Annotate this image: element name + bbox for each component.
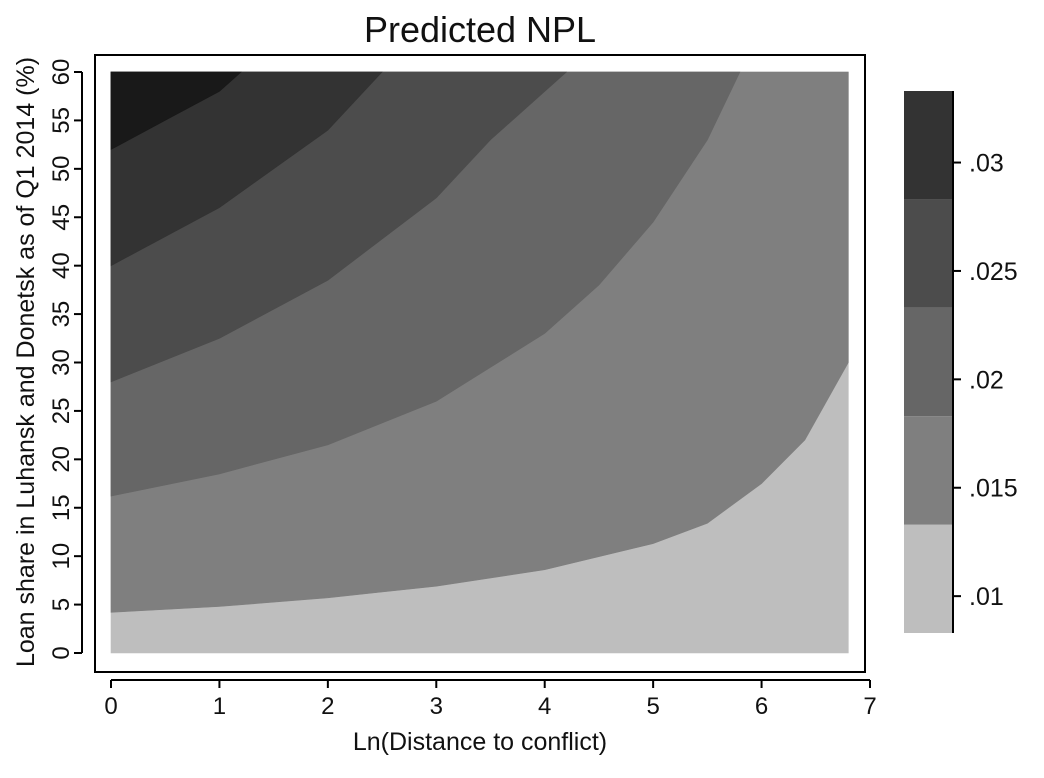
y-tick-label: 25 — [48, 398, 75, 425]
legend-tick-label: .015 — [969, 475, 1018, 503]
y-tick-label: 55 — [48, 107, 75, 134]
x-tick-label: 6 — [755, 693, 768, 720]
y-tick-label: 20 — [48, 446, 75, 473]
legend: .01 .015 .02 .025 .03 — [904, 91, 1018, 633]
y-tick-label: 40 — [48, 252, 75, 279]
x-tick-label: 7 — [863, 693, 876, 720]
y-tick-label: 50 — [48, 155, 75, 182]
y-axis-label: Loan share in Luhansk and Donetsk as of … — [12, 57, 40, 667]
legend-swatch-4 — [904, 199, 953, 308]
y-tick-label: 0 — [48, 646, 75, 659]
legend-tick-label: .03 — [969, 150, 1004, 178]
contour-region-6 — [110, 71, 242, 151]
x-tick-label: 1 — [213, 693, 226, 720]
x-tick-label: 4 — [538, 693, 551, 720]
legend-swatch-3 — [904, 307, 953, 417]
legend-tick-label: .01 — [969, 583, 1004, 611]
y-tick-label: 30 — [48, 349, 75, 376]
y-tick-label: 60 — [48, 59, 75, 86]
x-tick-label: 5 — [646, 693, 659, 720]
legend-swatch-2 — [904, 416, 953, 525]
x-tick-label: 2 — [321, 693, 334, 720]
x-axis-label: Ln(Distance to conflict) — [353, 728, 607, 756]
x-tick-label: 0 — [104, 693, 117, 720]
contour-layer — [110, 71, 849, 654]
legend-swatch-5 — [904, 91, 953, 200]
legend-swatch-1 — [904, 524, 953, 633]
y-tick-label: 35 — [48, 301, 75, 328]
legend-tick-label: .02 — [969, 366, 1004, 394]
y-tick-label: 15 — [48, 494, 75, 521]
legend-tick-label: .025 — [969, 258, 1018, 286]
chart-title: Predicted NPL — [364, 9, 596, 50]
y-tick-label: 5 — [48, 598, 75, 611]
y-tick-label: 10 — [48, 543, 75, 570]
y-tick-label: 45 — [48, 204, 75, 231]
x-tick-label: 3 — [430, 693, 443, 720]
